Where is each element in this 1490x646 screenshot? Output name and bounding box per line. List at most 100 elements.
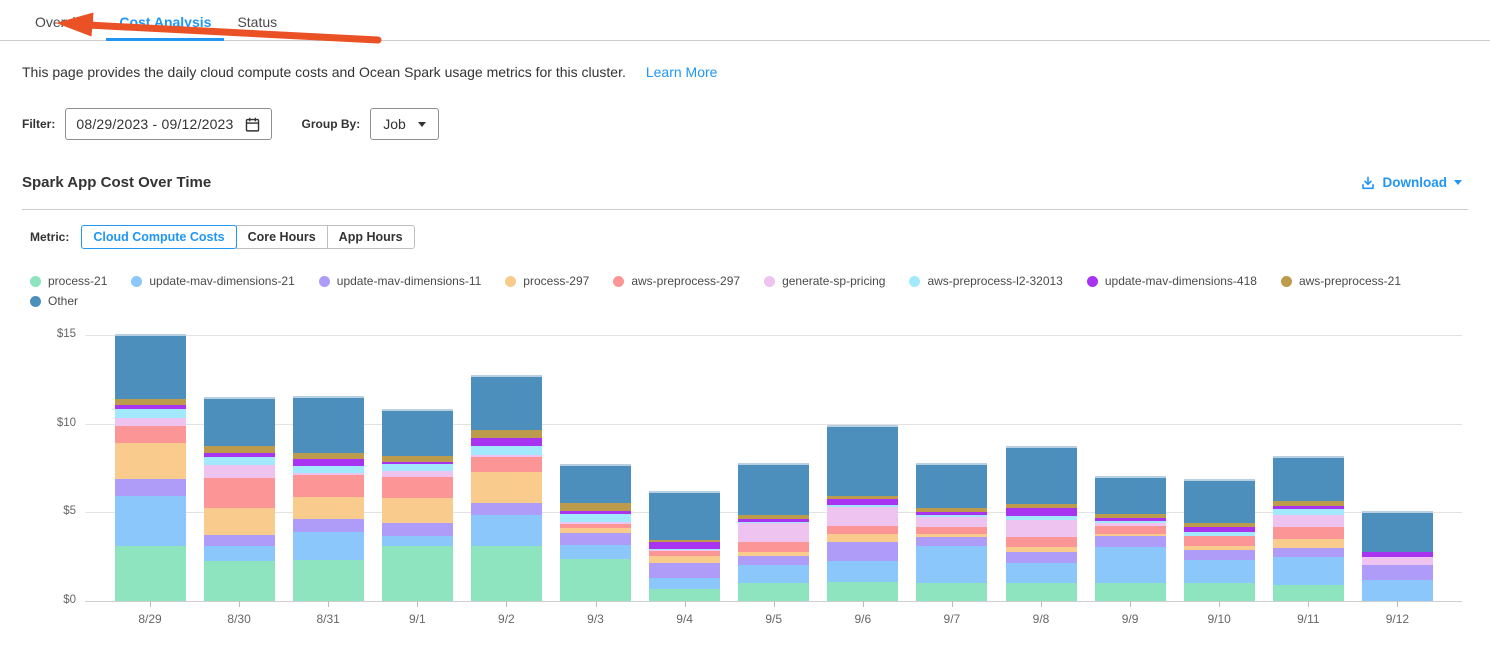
segment-update-mav-dimensions-21[interactable] [381, 536, 453, 546]
segment-other[interactable] [381, 410, 453, 457]
segment-generate-sp-pricing[interactable] [1183, 535, 1255, 537]
segment-aws-preprocess-21[interactable] [1094, 513, 1166, 519]
segment-update-mav-dimensions-21[interactable] [827, 560, 899, 582]
segment-aws-preprocess-l2-32013[interactable] [1005, 516, 1077, 520]
segment-aws-preprocess-297[interactable] [560, 524, 631, 528]
segment-aws-preprocess-297[interactable] [916, 526, 988, 534]
segment-update-mav-dimensions-418[interactable] [114, 404, 186, 410]
segment-update-mav-dimensions-11[interactable] [1361, 565, 1433, 581]
segment-aws-preprocess-l2-32013[interactable] [114, 409, 186, 418]
segment-process-297[interactable] [738, 552, 810, 556]
segment-process-297[interactable] [292, 496, 364, 520]
segment-process-21[interactable] [1272, 585, 1344, 601]
tab-status[interactable]: Status [237, 13, 278, 30]
bar-8-30[interactable] [203, 397, 275, 601]
legend-item-update-mav-dimensions-11[interactable]: update-mav-dimensions-11 [318, 274, 481, 288]
segment-aws-preprocess-21[interactable] [114, 398, 186, 405]
legend-item-other[interactable]: Other [30, 294, 78, 308]
segment-aws-preprocess-l2-32013[interactable] [649, 548, 721, 550]
segment-update-mav-dimensions-418[interactable] [1005, 508, 1077, 517]
segment-update-mav-dimensions-21[interactable] [649, 578, 721, 589]
segment-aws-preprocess-21[interactable] [649, 540, 721, 542]
segment-aws-preprocess-l2-32013[interactable] [1094, 520, 1166, 524]
bar-9-11[interactable] [1272, 456, 1344, 601]
segment-aws-preprocess-l2-32013[interactable] [916, 514, 988, 518]
segment-generate-sp-pricing[interactable] [470, 455, 542, 457]
segment-process-21[interactable] [738, 582, 810, 601]
segment-update-mav-dimensions-21[interactable] [203, 545, 275, 561]
segment-other[interactable] [649, 493, 721, 541]
segment-aws-preprocess-l2-32013[interactable] [1272, 509, 1344, 516]
bar-9-5[interactable] [738, 462, 810, 601]
metric-button-core-hours[interactable]: Core Hours [235, 225, 328, 249]
bar-9-10[interactable] [1183, 478, 1255, 601]
segment-aws-preprocess-297[interactable] [381, 477, 453, 499]
segment-update-mav-dimensions-21[interactable] [114, 496, 186, 547]
bar-8-29[interactable] [114, 334, 186, 602]
segment-other[interactable] [1361, 512, 1433, 552]
segment-process-21[interactable] [560, 559, 631, 601]
legend-item-process-21[interactable]: process-21 [30, 274, 107, 288]
legend-item-aws-preprocess-297[interactable]: aws-preprocess-297 [613, 274, 740, 288]
segment-update-mav-dimensions-418[interactable] [292, 458, 364, 466]
segment-process-21[interactable] [381, 545, 453, 601]
segment-update-mav-dimensions-11[interactable] [827, 542, 899, 561]
segment-update-mav-dimensions-11[interactable] [203, 535, 275, 546]
date-range-picker[interactable]: 08/29/2023 - 09/12/2023 [65, 108, 272, 140]
segment-process-297[interactable] [827, 533, 899, 543]
segment-generate-sp-pricing[interactable] [827, 507, 899, 526]
segment-update-mav-dimensions-11[interactable] [381, 522, 453, 537]
bar-9-9[interactable] [1094, 475, 1166, 601]
segment-update-mav-dimensions-11[interactable] [1272, 547, 1344, 558]
segment-process-297[interactable] [1005, 546, 1077, 552]
bar-9-8[interactable] [1005, 445, 1077, 601]
segment-update-mav-dimensions-11[interactable] [1183, 550, 1255, 560]
segment-aws-preprocess-21[interactable] [470, 429, 542, 439]
segment-aws-preprocess-297[interactable] [649, 551, 721, 556]
segment-generate-sp-pricing[interactable] [1094, 523, 1166, 526]
learn-more-link[interactable]: Learn More [645, 64, 718, 80]
segment-aws-preprocess-l2-32013[interactable] [827, 504, 899, 508]
tab-overview[interactable]: Overview [35, 13, 94, 30]
segment-generate-sp-pricing[interactable] [1272, 515, 1344, 527]
segment-process-21[interactable] [114, 546, 186, 602]
segment-aws-preprocess-21[interactable] [560, 503, 631, 512]
segment-generate-sp-pricing[interactable] [916, 517, 988, 527]
segment-process-21[interactable] [1183, 582, 1255, 601]
segment-other[interactable] [1005, 447, 1077, 504]
segment-process-297[interactable] [203, 507, 275, 536]
segment-update-mav-dimensions-418[interactable] [1272, 505, 1344, 510]
segment-update-mav-dimensions-21[interactable] [1183, 560, 1255, 583]
segment-process-21[interactable] [470, 545, 542, 602]
bar-9-12[interactable] [1361, 510, 1433, 602]
segment-aws-preprocess-21[interactable] [1272, 501, 1344, 506]
segment-aws-preprocess-l2-32013[interactable] [560, 513, 631, 523]
segment-update-mav-dimensions-418[interactable] [827, 499, 899, 505]
segment-process-21[interactable] [916, 582, 988, 602]
bar-9-6[interactable] [827, 424, 899, 601]
legend-item-aws-preprocess-l2-32013[interactable]: aws-preprocess-l2-32013 [909, 274, 1063, 288]
legend-item-process-297[interactable]: process-297 [505, 274, 589, 288]
segment-update-mav-dimensions-21[interactable] [470, 514, 542, 546]
segment-update-mav-dimensions-418[interactable] [470, 438, 542, 447]
segment-process-21[interactable] [1005, 582, 1077, 601]
segment-aws-preprocess-297[interactable] [738, 541, 810, 553]
segment-generate-sp-pricing[interactable] [1005, 519, 1077, 538]
segment-other[interactable] [560, 466, 631, 504]
segment-other[interactable] [1183, 480, 1255, 523]
segment-update-mav-dimensions-418[interactable] [1183, 526, 1255, 533]
segment-other[interactable] [203, 399, 275, 446]
segment-generate-sp-pricing[interactable] [560, 522, 631, 525]
segment-update-mav-dimensions-21[interactable] [1272, 557, 1344, 586]
segment-update-mav-dimensions-418[interactable] [381, 461, 453, 465]
segment-update-mav-dimensions-11[interactable] [1094, 535, 1166, 547]
segment-update-mav-dimensions-418[interactable] [649, 541, 721, 549]
segment-update-mav-dimensions-418[interactable] [203, 452, 275, 458]
segment-other[interactable] [916, 464, 988, 509]
segment-generate-sp-pricing[interactable] [649, 549, 721, 552]
segment-process-297[interactable] [1094, 533, 1166, 536]
segment-other[interactable] [114, 336, 186, 399]
segment-update-mav-dimensions-21[interactable] [1361, 580, 1433, 602]
segment-process-297[interactable] [1183, 546, 1255, 551]
segment-generate-sp-pricing[interactable] [114, 417, 186, 426]
